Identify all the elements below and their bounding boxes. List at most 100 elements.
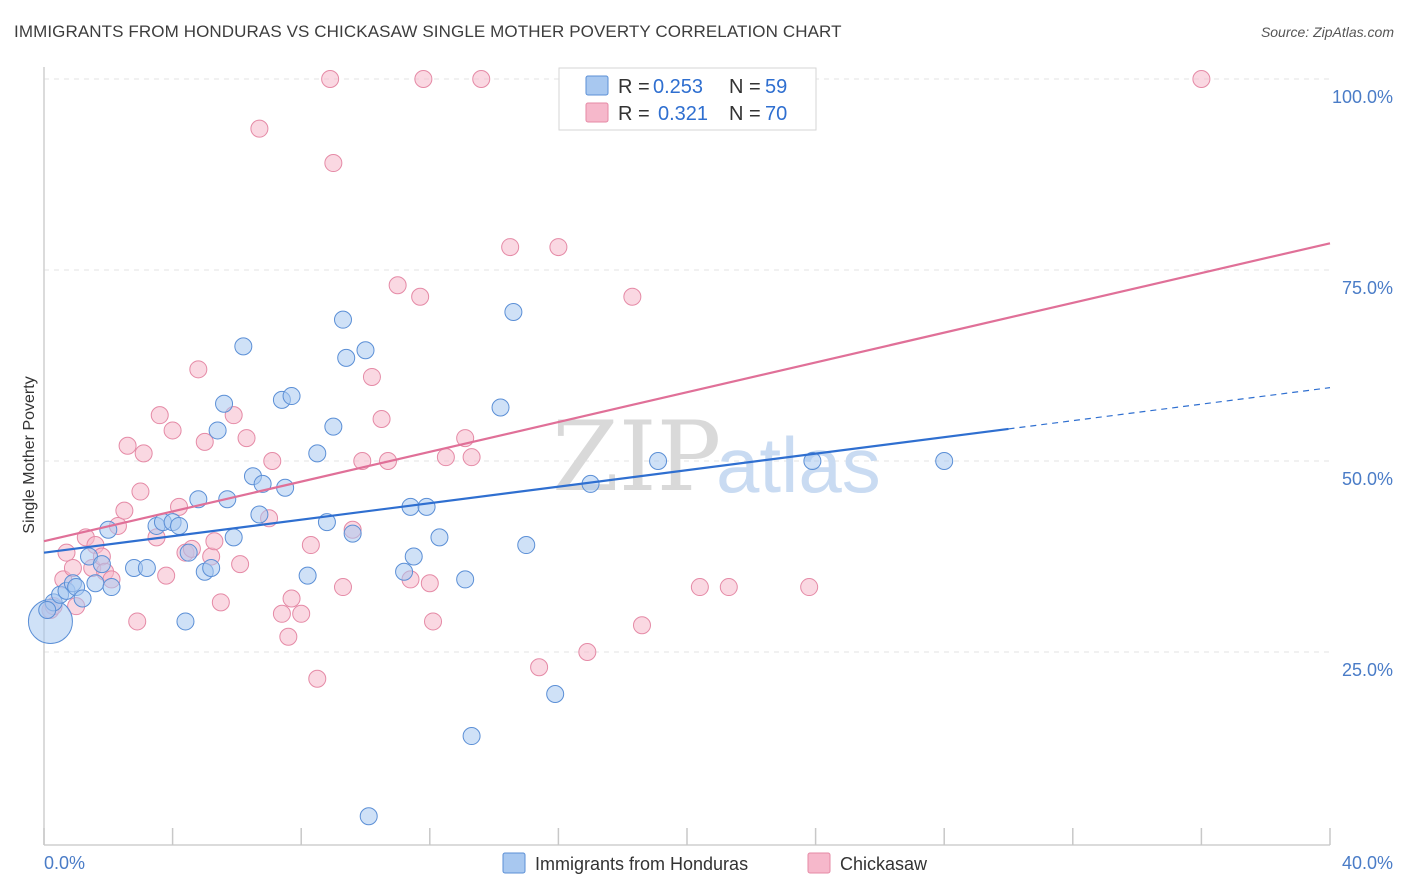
point-chickasaw bbox=[292, 604, 311, 623]
point-chickasaw bbox=[272, 604, 291, 623]
series-chickasaw-points bbox=[41, 70, 1211, 688]
point-chickasaw bbox=[308, 669, 327, 688]
point-chickasaw bbox=[578, 643, 597, 661]
bottom-legend-label-honduras: Immigrants from Honduras bbox=[535, 854, 748, 874]
y-axis-label: Single Mother Poverty bbox=[21, 376, 38, 533]
point-chickasaw bbox=[690, 578, 709, 597]
legend-r-label-chickasaw: R = bbox=[618, 103, 650, 125]
point-chickasaw bbox=[411, 287, 430, 306]
point-honduras bbox=[430, 528, 449, 547]
point-honduras bbox=[298, 566, 317, 585]
bottom-legend-swatch-honduras bbox=[502, 852, 526, 874]
point-chickasaw bbox=[414, 70, 433, 88]
trend-line-chickasaw bbox=[43, 242, 1331, 543]
point-honduras bbox=[404, 547, 423, 566]
watermark-atlas: atlas bbox=[716, 421, 881, 509]
point-chickasaw bbox=[115, 501, 134, 520]
point-honduras bbox=[649, 452, 668, 470]
point-chickasaw bbox=[1192, 70, 1211, 88]
point-honduras bbox=[333, 310, 352, 329]
trend-line-honduras-extension bbox=[1008, 387, 1331, 430]
legend-swatch-honduras bbox=[585, 75, 609, 96]
point-chickasaw bbox=[436, 448, 455, 467]
point-honduras bbox=[202, 558, 221, 577]
y-tick-label: 25.0% bbox=[1342, 660, 1393, 680]
point-honduras bbox=[395, 562, 414, 581]
point-chickasaw bbox=[231, 555, 250, 574]
x-tick-label-min: 0.0% bbox=[44, 853, 85, 873]
point-honduras bbox=[282, 387, 301, 406]
legend-top: R = 0.253 N = 59 R = 0.321 N = 70 bbox=[558, 67, 817, 131]
point-chickasaw bbox=[424, 612, 443, 631]
trend-lines bbox=[43, 242, 1331, 554]
point-honduras bbox=[417, 497, 436, 516]
legend-r-value-honduras: 0.253 bbox=[653, 76, 703, 98]
point-chickasaw bbox=[224, 406, 243, 425]
watermark-zip: ZIP bbox=[552, 401, 721, 513]
point-chickasaw bbox=[501, 238, 520, 257]
point-chickasaw bbox=[321, 70, 340, 88]
point-honduras bbox=[324, 417, 343, 436]
point-chickasaw bbox=[279, 627, 298, 646]
legend-n-label-chickasaw: N = bbox=[729, 103, 761, 125]
point-honduras bbox=[517, 536, 536, 555]
point-chickasaw bbox=[134, 444, 153, 463]
point-chickasaw bbox=[205, 532, 224, 551]
x-tick-label-max: 40.0% bbox=[1342, 853, 1393, 873]
point-chickasaw bbox=[211, 593, 230, 612]
point-chickasaw bbox=[128, 612, 147, 631]
point-chickasaw bbox=[632, 616, 651, 635]
y-tick-label: 75.0% bbox=[1342, 278, 1393, 298]
point-honduras bbox=[179, 543, 198, 562]
point-honduras bbox=[359, 807, 378, 826]
point-chickasaw bbox=[237, 429, 256, 448]
point-chickasaw bbox=[150, 406, 169, 425]
point-chickasaw bbox=[333, 578, 352, 597]
point-honduras bbox=[73, 589, 92, 608]
point-honduras bbox=[337, 348, 356, 367]
y-tick-labels: 25.0% 50.0% 75.0% 100.0% bbox=[1332, 87, 1393, 680]
point-honduras bbox=[234, 337, 253, 356]
point-honduras bbox=[356, 341, 375, 360]
point-honduras bbox=[208, 421, 227, 440]
y-tick-label: 50.0% bbox=[1342, 469, 1393, 489]
legend-n-value-honduras: 59 bbox=[765, 76, 787, 98]
point-honduras bbox=[456, 570, 475, 589]
point-honduras bbox=[462, 727, 481, 746]
point-honduras bbox=[803, 452, 822, 470]
legend-n-value-chickasaw: 70 bbox=[765, 103, 787, 125]
point-chickasaw bbox=[170, 497, 189, 516]
point-chickasaw bbox=[372, 409, 391, 428]
bottom-legend-swatch-chickasaw bbox=[807, 852, 831, 874]
point-honduras bbox=[170, 516, 189, 535]
chart-title: IMMIGRANTS FROM HONDURAS VS CHICKASAW SI… bbox=[14, 22, 842, 41]
point-honduras bbox=[86, 574, 105, 593]
point-chickasaw bbox=[324, 154, 343, 173]
point-chickasaw bbox=[472, 70, 491, 88]
point-chickasaw bbox=[420, 574, 439, 593]
point-chickasaw bbox=[63, 558, 82, 577]
point-honduras bbox=[250, 505, 269, 524]
legend-swatch-chickasaw bbox=[585, 102, 609, 123]
legend-bottom: Immigrants from Honduras Chickasaw bbox=[502, 852, 928, 874]
source-credit: Source: ZipAtlas.com bbox=[1260, 24, 1394, 40]
point-honduras bbox=[99, 520, 118, 539]
y-tick-label: 100.0% bbox=[1332, 87, 1393, 107]
point-chickasaw bbox=[189, 360, 208, 379]
point-chickasaw bbox=[157, 566, 176, 585]
point-honduras bbox=[546, 685, 565, 704]
point-honduras bbox=[137, 558, 156, 577]
point-honduras bbox=[215, 394, 234, 413]
legend-n-label-honduras: N = bbox=[729, 76, 761, 98]
point-chickasaw bbox=[353, 452, 372, 470]
point-chickasaw bbox=[57, 543, 76, 562]
point-chickasaw bbox=[388, 276, 407, 295]
point-chickasaw bbox=[549, 238, 568, 257]
point-chickasaw bbox=[719, 578, 738, 597]
point-chickasaw bbox=[282, 589, 301, 608]
watermark: ZIP atlas bbox=[552, 401, 881, 513]
point-honduras bbox=[38, 600, 57, 619]
trend-line-honduras bbox=[43, 427, 1009, 554]
point-honduras bbox=[935, 452, 954, 470]
point-chickasaw bbox=[623, 287, 642, 306]
